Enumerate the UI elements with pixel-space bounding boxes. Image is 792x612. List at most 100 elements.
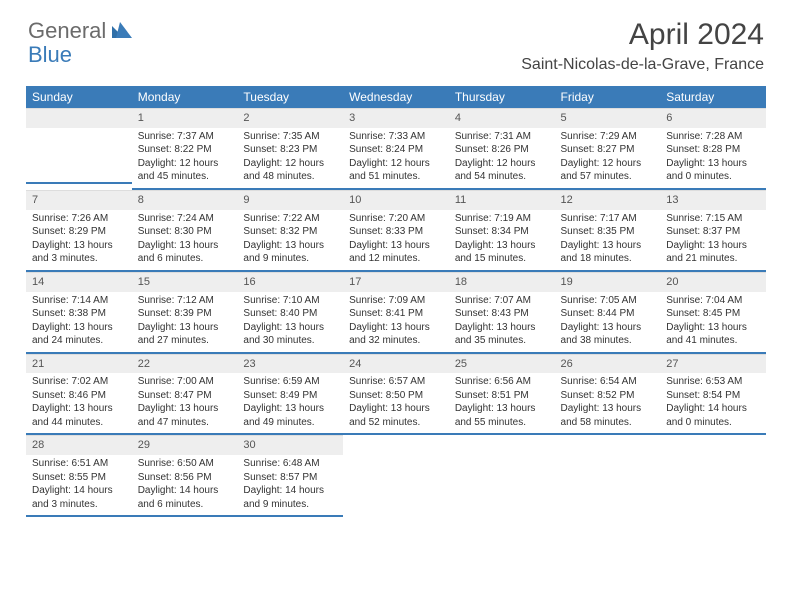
day-number: 13 (660, 190, 766, 210)
calendar-day-cell: 30Sunrise: 6:48 AMSunset: 8:57 PMDayligh… (237, 435, 343, 517)
calendar-day-cell: 1Sunrise: 7:37 AMSunset: 8:22 PMDaylight… (132, 108, 238, 190)
day-number: 3 (343, 108, 449, 128)
location-label: Saint-Nicolas-de-la-Grave, France (521, 56, 764, 74)
day-number: 29 (132, 435, 238, 455)
day-content: Sunrise: 7:24 AMSunset: 8:30 PMDaylight:… (132, 210, 238, 272)
calendar-day-cell: 19Sunrise: 7:05 AMSunset: 8:44 PMDayligh… (555, 272, 661, 354)
day-number: 8 (132, 190, 238, 210)
day-content: Sunrise: 7:28 AMSunset: 8:28 PMDaylight:… (660, 128, 766, 190)
calendar-day-cell: 8Sunrise: 7:24 AMSunset: 8:30 PMDaylight… (132, 190, 238, 272)
daylight-text: Daylight: 12 hours and 51 minutes. (349, 157, 443, 184)
day-content: Sunrise: 7:07 AMSunset: 8:43 PMDaylight:… (449, 292, 555, 354)
day-number: 26 (555, 354, 661, 374)
calendar-day-cell (449, 435, 555, 517)
calendar-week-row: 28Sunrise: 6:51 AMSunset: 8:55 PMDayligh… (26, 435, 766, 517)
daylight-text: Daylight: 13 hours and 3 minutes. (32, 239, 126, 266)
title-block: April 2024 Saint-Nicolas-de-la-Grave, Fr… (521, 18, 764, 74)
calendar-day-cell: 22Sunrise: 7:00 AMSunset: 8:47 PMDayligh… (132, 354, 238, 436)
sunset-text: Sunset: 8:28 PM (666, 143, 760, 157)
sunset-text: Sunset: 8:33 PM (349, 225, 443, 239)
sunrise-text: Sunrise: 6:51 AM (32, 457, 126, 471)
daylight-text: Daylight: 14 hours and 6 minutes. (138, 484, 232, 511)
weekday-header: Wednesday (343, 86, 449, 108)
sunrise-text: Sunrise: 7:35 AM (243, 130, 337, 144)
calendar-day-cell (660, 435, 766, 517)
daylight-text: Daylight: 13 hours and 24 minutes. (32, 321, 126, 348)
daylight-text: Daylight: 13 hours and 58 minutes. (561, 402, 655, 429)
daylight-text: Daylight: 13 hours and 49 minutes. (243, 402, 337, 429)
calendar-day-cell: 4Sunrise: 7:31 AMSunset: 8:26 PMDaylight… (449, 108, 555, 190)
sunrise-text: Sunrise: 7:26 AM (32, 212, 126, 226)
month-title: April 2024 (521, 18, 764, 52)
daylight-text: Daylight: 14 hours and 0 minutes. (666, 402, 760, 429)
calendar-day-cell (555, 435, 661, 517)
daylight-text: Daylight: 13 hours and 9 minutes. (243, 239, 337, 266)
sunrise-text: Sunrise: 7:09 AM (349, 294, 443, 308)
day-content: Sunrise: 6:51 AMSunset: 8:55 PMDaylight:… (26, 455, 132, 517)
sunrise-text: Sunrise: 7:31 AM (455, 130, 549, 144)
day-content: Sunrise: 7:26 AMSunset: 8:29 PMDaylight:… (26, 210, 132, 272)
calendar-day-cell: 6Sunrise: 7:28 AMSunset: 8:28 PMDaylight… (660, 108, 766, 190)
calendar-day-cell: 14Sunrise: 7:14 AMSunset: 8:38 PMDayligh… (26, 272, 132, 354)
brand-triangle-icon (112, 18, 132, 44)
daylight-text: Daylight: 13 hours and 12 minutes. (349, 239, 443, 266)
sunset-text: Sunset: 8:27 PM (561, 143, 655, 157)
calendar-day-cell: 16Sunrise: 7:10 AMSunset: 8:40 PMDayligh… (237, 272, 343, 354)
day-content: Sunrise: 6:54 AMSunset: 8:52 PMDaylight:… (555, 373, 661, 435)
day-number: 11 (449, 190, 555, 210)
day-number: 5 (555, 108, 661, 128)
day-number: 17 (343, 272, 449, 292)
calendar-day-cell: 24Sunrise: 6:57 AMSunset: 8:50 PMDayligh… (343, 354, 449, 436)
sunrise-text: Sunrise: 7:10 AM (243, 294, 337, 308)
day-content: Sunrise: 7:35 AMSunset: 8:23 PMDaylight:… (237, 128, 343, 190)
day-number: 19 (555, 272, 661, 292)
day-content: Sunrise: 7:09 AMSunset: 8:41 PMDaylight:… (343, 292, 449, 354)
day-content: Sunrise: 7:02 AMSunset: 8:46 PMDaylight:… (26, 373, 132, 435)
calendar-day-cell: 28Sunrise: 6:51 AMSunset: 8:55 PMDayligh… (26, 435, 132, 517)
daylight-text: Daylight: 13 hours and 21 minutes. (666, 239, 760, 266)
sunset-text: Sunset: 8:40 PM (243, 307, 337, 321)
calendar-day-cell: 25Sunrise: 6:56 AMSunset: 8:51 PMDayligh… (449, 354, 555, 436)
sunset-text: Sunset: 8:50 PM (349, 389, 443, 403)
sunrise-text: Sunrise: 7:19 AM (455, 212, 549, 226)
day-content: Sunrise: 7:29 AMSunset: 8:27 PMDaylight:… (555, 128, 661, 190)
daylight-text: Daylight: 14 hours and 9 minutes. (243, 484, 337, 511)
sunset-text: Sunset: 8:34 PM (455, 225, 549, 239)
sunset-text: Sunset: 8:29 PM (32, 225, 126, 239)
sunrise-text: Sunrise: 7:28 AM (666, 130, 760, 144)
daylight-text: Daylight: 13 hours and 27 minutes. (138, 321, 232, 348)
daylight-text: Daylight: 13 hours and 44 minutes. (32, 402, 126, 429)
sunset-text: Sunset: 8:26 PM (455, 143, 549, 157)
day-number: 6 (660, 108, 766, 128)
calendar-week-row: 1Sunrise: 7:37 AMSunset: 8:22 PMDaylight… (26, 108, 766, 190)
day-content: Sunrise: 7:14 AMSunset: 8:38 PMDaylight:… (26, 292, 132, 354)
day-content: Sunrise: 7:19 AMSunset: 8:34 PMDaylight:… (449, 210, 555, 272)
sunrise-text: Sunrise: 6:54 AM (561, 375, 655, 389)
sunset-text: Sunset: 8:23 PM (243, 143, 337, 157)
daylight-text: Daylight: 13 hours and 15 minutes. (455, 239, 549, 266)
day-content: Sunrise: 7:22 AMSunset: 8:32 PMDaylight:… (237, 210, 343, 272)
calendar-week-row: 21Sunrise: 7:02 AMSunset: 8:46 PMDayligh… (26, 354, 766, 436)
sunset-text: Sunset: 8:37 PM (666, 225, 760, 239)
sunrise-text: Sunrise: 6:56 AM (455, 375, 549, 389)
day-number: 2 (237, 108, 343, 128)
sunrise-text: Sunrise: 7:12 AM (138, 294, 232, 308)
sunrise-text: Sunrise: 6:57 AM (349, 375, 443, 389)
calendar-day-cell: 5Sunrise: 7:29 AMSunset: 8:27 PMDaylight… (555, 108, 661, 190)
sunset-text: Sunset: 8:24 PM (349, 143, 443, 157)
sunset-text: Sunset: 8:35 PM (561, 225, 655, 239)
day-number: 10 (343, 190, 449, 210)
sunrise-text: Sunrise: 7:05 AM (561, 294, 655, 308)
sunrise-text: Sunrise: 7:22 AM (243, 212, 337, 226)
calendar-day-cell: 11Sunrise: 7:19 AMSunset: 8:34 PMDayligh… (449, 190, 555, 272)
sunrise-text: Sunrise: 7:17 AM (561, 212, 655, 226)
day-number: 30 (237, 435, 343, 455)
sunrise-text: Sunrise: 7:15 AM (666, 212, 760, 226)
day-number: 28 (26, 435, 132, 455)
day-content: Sunrise: 6:56 AMSunset: 8:51 PMDaylight:… (449, 373, 555, 435)
calendar-week-row: 14Sunrise: 7:14 AMSunset: 8:38 PMDayligh… (26, 272, 766, 354)
calendar-day-cell: 23Sunrise: 6:59 AMSunset: 8:49 PMDayligh… (237, 354, 343, 436)
day-content: Sunrise: 6:48 AMSunset: 8:57 PMDaylight:… (237, 455, 343, 517)
day-content: Sunrise: 7:04 AMSunset: 8:45 PMDaylight:… (660, 292, 766, 354)
daylight-text: Daylight: 14 hours and 3 minutes. (32, 484, 126, 511)
